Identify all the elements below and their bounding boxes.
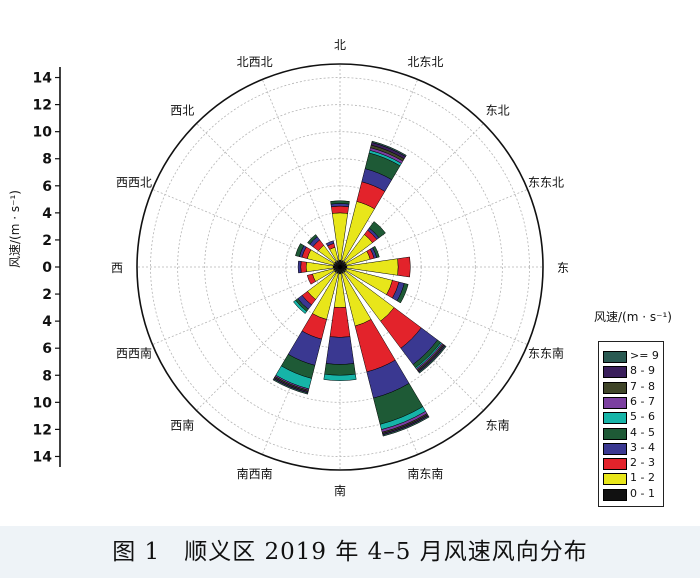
y-tick-label: 10 <box>33 125 53 141</box>
rose-segment <box>325 240 335 247</box>
plot-panel: 北北东北东北东东北东东东南东南南东南南 南西南 西南 西西南 西 西西北 西北 北西北 14 12… <box>8 38 672 507</box>
legend-label: 8 - 9 <box>630 364 655 378</box>
rose-segment <box>307 234 318 245</box>
figure-caption: 图 1 顺义区 2019 年 4–5 月风速风向分布 <box>0 526 700 578</box>
direction-label: 西 <box>111 261 123 275</box>
direction-label: 西北 <box>170 103 194 117</box>
legend-label: 1 - 2 <box>630 471 655 485</box>
rose-segment <box>330 200 350 205</box>
legend-swatch <box>603 488 627 501</box>
rose-segment <box>368 221 386 239</box>
rose-segment <box>306 273 316 285</box>
direction-label: 西西北 <box>116 176 152 190</box>
direction-label: 西西南 <box>116 345 152 360</box>
grid-spoke <box>261 79 341 268</box>
y-tick-label: 12 <box>33 98 52 114</box>
legend-swatch <box>603 458 627 471</box>
y-tick-label: 4 <box>42 314 52 330</box>
legend-swatch <box>603 442 627 455</box>
rose-segment <box>382 415 430 437</box>
rose-segment <box>272 378 309 395</box>
legend-label: 0 - 1 <box>630 486 655 500</box>
legend-label: 7 - 8 <box>630 379 655 393</box>
direction-label: 东北 <box>486 103 510 117</box>
direction-label: 东东北 <box>528 176 564 190</box>
legend-swatch <box>603 366 627 379</box>
rose-segment <box>397 256 411 278</box>
legend-swatch <box>603 396 627 409</box>
direction-label: 西南 <box>170 418 194 433</box>
rose-segment <box>293 299 308 314</box>
direction-label: 东南 <box>486 418 510 433</box>
rose-segment <box>295 243 305 257</box>
y-tick-label: 10 <box>33 395 53 411</box>
legend-label: 6 - 7 <box>630 394 655 408</box>
legend-label: 3 - 4 <box>630 440 655 454</box>
rose-segment <box>300 261 307 273</box>
y-tick-label: 2 <box>42 233 52 249</box>
direction-label: 南西南 <box>237 466 273 481</box>
y-axis-title: 风速/(m · s⁻¹) <box>8 190 22 268</box>
direction-label: 北东北 <box>407 55 443 69</box>
legend-swatch <box>603 351 627 363</box>
rose-segment <box>418 345 447 374</box>
rose-segment <box>297 260 302 274</box>
direction-label: 南 <box>334 483 346 498</box>
y-tick-label: 4 <box>42 206 52 222</box>
y-tick-label: 8 <box>42 368 52 384</box>
legend-swatch <box>603 473 627 486</box>
rose-segment <box>372 245 380 258</box>
direction-label: 北 <box>334 38 346 52</box>
rose-segment <box>396 283 409 304</box>
rose-segment <box>325 336 355 365</box>
direction-label: 南东南 <box>407 466 443 481</box>
y-tick-label: 14 <box>33 71 53 87</box>
direction-label: 东 <box>557 261 569 275</box>
rose-segment <box>371 140 407 157</box>
direction-label: 北西北 <box>237 55 273 69</box>
outer-ring <box>136 63 544 471</box>
rose-segment <box>329 306 351 338</box>
grid-circle <box>177 104 503 430</box>
legend-swatch <box>603 427 627 440</box>
y-tick-label: 0 <box>42 260 52 276</box>
y-tick-label: 8 <box>42 152 52 168</box>
y-tick-label: 6 <box>42 341 52 357</box>
legend-title: 风速/(m · s⁻¹) <box>594 310 672 324</box>
legend-label: 2 - 3 <box>630 456 655 470</box>
rose-segment <box>331 205 349 214</box>
legend-label: 5 - 6 <box>630 410 655 424</box>
direction-label: 东东南 <box>528 345 564 360</box>
legend-label: 4 - 5 <box>630 425 655 439</box>
grid-circle <box>204 131 476 403</box>
legend-label: >= 9 <box>630 349 659 362</box>
legend-swatch <box>603 412 627 425</box>
y-tick-label: 14 <box>33 449 53 465</box>
rose-segment <box>324 363 356 376</box>
y-tick-label: 6 <box>42 179 52 195</box>
legend-swatch <box>603 381 627 394</box>
y-tick-label: 12 <box>33 422 52 438</box>
y-tick-label: 2 <box>42 287 52 303</box>
rose-segment <box>323 373 357 381</box>
